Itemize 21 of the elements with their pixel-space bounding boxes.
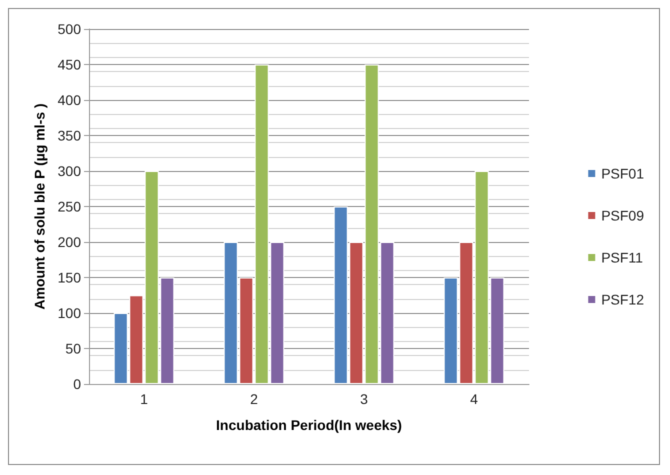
legend-label: PSF09 (601, 208, 644, 224)
y-tick-label: 300 (58, 163, 82, 179)
y-tick-label: 450 (58, 56, 82, 72)
y-tick-label: 200 (58, 234, 82, 250)
x-tick-label: 4 (470, 391, 478, 407)
y-tick-label: 100 (58, 305, 82, 321)
y-tick-label: 50 (65, 340, 82, 356)
x-tick-label: 1 (140, 391, 148, 407)
x-axis-title: Incubation Period(In weeks) (216, 417, 402, 433)
y-tick-label: 500 (58, 21, 82, 37)
y-axis-title: Amount of solu ble P (µg ml-s ) (32, 103, 48, 310)
y-tick-label: 250 (58, 198, 82, 214)
x-tick-label: 3 (360, 391, 368, 407)
y-tick-label: 150 (58, 270, 82, 286)
x-tick-label: 2 (250, 391, 258, 407)
y-tick-label: 400 (58, 92, 82, 108)
legend-label: PSF12 (601, 292, 644, 308)
legend-label: PSF11 (601, 250, 644, 266)
y-tick-label: 0 (73, 376, 82, 392)
legend-label: PSF01 (601, 166, 644, 182)
y-tick-label: 350 (58, 128, 82, 144)
